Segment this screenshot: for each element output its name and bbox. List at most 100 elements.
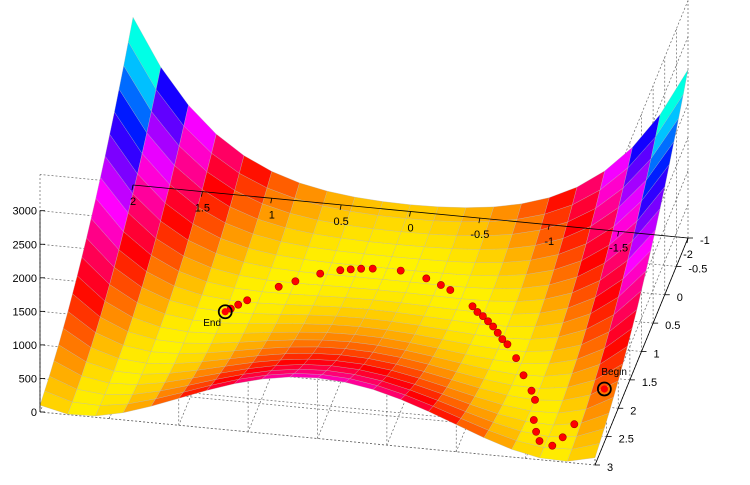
path-point [346, 265, 355, 274]
surface-patch [280, 353, 314, 361]
surface-patch [289, 339, 323, 348]
z-tick-label: 2000 [13, 273, 37, 285]
y-tick-label: -1 [700, 235, 710, 247]
path-point [446, 286, 455, 294]
surface-patch [419, 246, 453, 262]
path-point [316, 269, 325, 278]
x-tick-label: -2 [683, 249, 693, 261]
z-tick-label: 3000 [13, 206, 37, 218]
x-tick-label: 0 [407, 223, 413, 235]
path-point [531, 395, 539, 404]
path-point [489, 322, 497, 331]
surface-patch [308, 305, 342, 317]
surface-patch [470, 262, 504, 277]
surface-patch [655, 69, 689, 137]
surface-patch [520, 350, 554, 365]
surface-patch [493, 274, 527, 289]
x-tick-label: -1.5 [609, 242, 628, 254]
surface-patch [247, 313, 282, 324]
surface-patch [178, 342, 212, 354]
surface-patch [284, 346, 319, 354]
z-tick-label: 1500 [13, 306, 37, 318]
surface-patch [266, 331, 300, 342]
path-point [527, 386, 536, 395]
surface-patch [539, 447, 573, 462]
path-point [357, 264, 365, 273]
begin-marker-point [600, 385, 608, 393]
surface-patch [303, 314, 337, 325]
surface-patch [442, 260, 476, 276]
surface-patch [280, 304, 314, 316]
surface-patch [243, 323, 277, 334]
y-tick-label: 2.5 [619, 434, 634, 446]
path-point [234, 300, 243, 309]
end-marker-label: End [203, 318, 221, 329]
surface-patch [460, 286, 494, 302]
y-tick-label: 2 [630, 405, 636, 417]
path-point [274, 282, 283, 291]
end-marker-point [221, 308, 229, 316]
surface-patch [461, 206, 495, 223]
x-tick-label: -1 [544, 236, 554, 248]
surface-patch [474, 248, 508, 263]
path-point [422, 274, 431, 283]
path-point [493, 328, 502, 337]
surface-patch [294, 331, 328, 341]
z-tick-label: 500 [19, 373, 37, 385]
z-tick-label: 0 [31, 407, 37, 419]
x-tick-mark [200, 191, 203, 197]
surface-patch [275, 314, 309, 325]
begin-marker-ring [596, 381, 612, 397]
surface-patch [534, 387, 568, 401]
surface-patch [285, 293, 319, 306]
path-point [570, 420, 579, 429]
y-tick-label: 0.5 [665, 320, 680, 332]
surface-patch [270, 323, 305, 333]
x-tick-label: -0.5 [470, 229, 489, 241]
z-tick-label: 1000 [13, 340, 37, 352]
path-point [529, 416, 538, 424]
surface-patch [252, 302, 286, 315]
x-tick-label: 0.5 [333, 216, 348, 228]
path-point [243, 296, 252, 305]
path-point [484, 317, 492, 326]
path-point [512, 354, 520, 362]
x-tick-label: 2 [130, 196, 136, 208]
surface-patch [423, 233, 458, 249]
surface-patch [502, 326, 536, 340]
surface-patch [447, 248, 481, 263]
surface-patch [400, 218, 434, 235]
y-tick-label: 0 [677, 292, 683, 304]
path-point [291, 277, 300, 286]
y-tick-label: 3 [607, 462, 613, 474]
path-point [548, 441, 557, 450]
surface-patch [488, 203, 522, 222]
path-point [336, 266, 345, 275]
x-tick-mark [409, 211, 411, 217]
x-tick-mark [617, 231, 620, 237]
surface-patch [104, 382, 138, 395]
path-point [478, 312, 487, 320]
x-tick-label: 1 [269, 209, 275, 221]
path-point [368, 264, 377, 273]
y-tick-label: -0.5 [688, 263, 707, 275]
path-point [468, 302, 477, 311]
path-point [473, 308, 482, 316]
end-marker-ring [217, 304, 233, 320]
path-point [519, 371, 528, 380]
path-point [532, 427, 540, 436]
y-tick-label: 1 [654, 349, 660, 361]
x-tick-mark [339, 204, 342, 210]
surface-patch [141, 362, 175, 375]
surface-patch [210, 332, 245, 344]
z-tick-label: 2500 [13, 239, 37, 251]
begin-marker-label: Begin [601, 367, 627, 378]
surface-patch [428, 220, 462, 236]
surface-patch [488, 288, 522, 302]
y-tick-label: 1.5 [642, 377, 657, 389]
surface-patch [99, 394, 133, 406]
x-tick-mark [131, 184, 134, 191]
axes-ticks: 2 1.5 1 0.5 0 -0.5 -1 -1.5 -2 -1 -0.5 0 0.5 1 1.5 2 2.5 3… [13, 184, 710, 474]
surface-patch [183, 331, 217, 344]
